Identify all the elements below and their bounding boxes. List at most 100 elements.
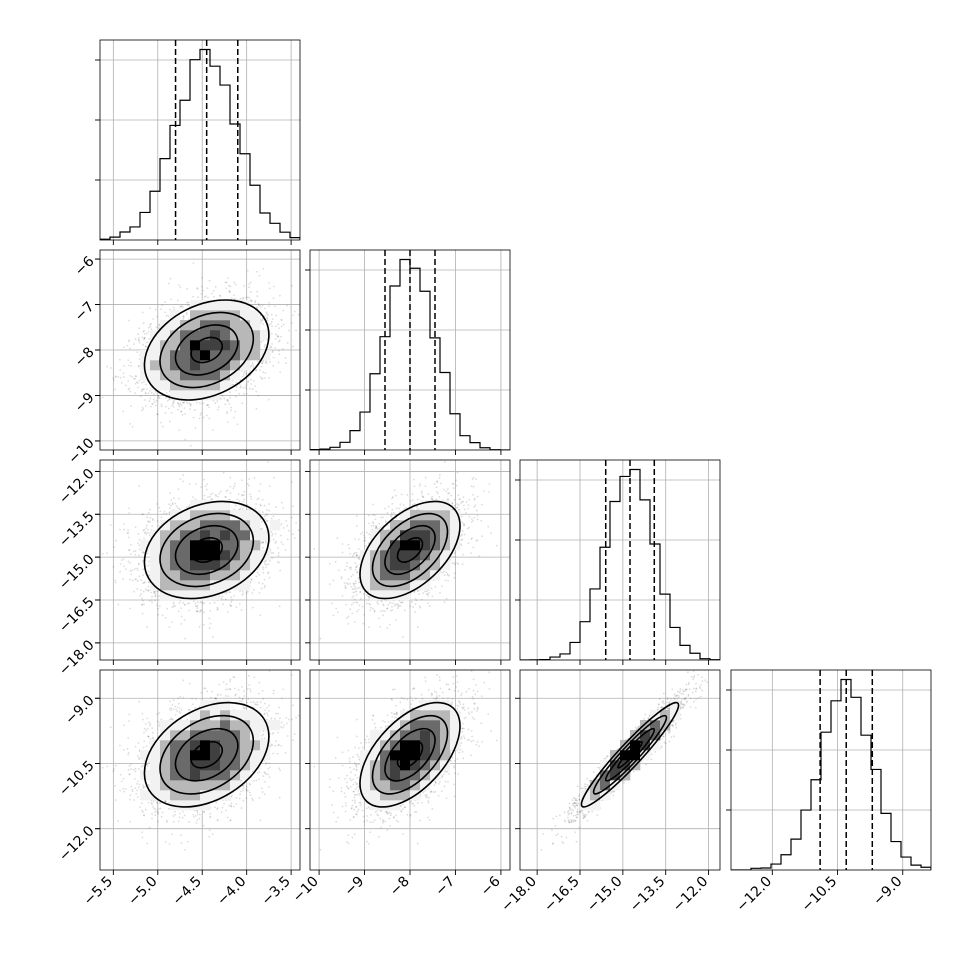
sample-point <box>114 388 116 391</box>
sample-point <box>122 410 125 413</box>
sample-point <box>253 477 256 479</box>
sample-point <box>276 334 279 337</box>
sample-point <box>249 370 252 372</box>
sample-point <box>178 405 181 408</box>
sample-point <box>245 592 248 595</box>
sample-point <box>280 335 282 338</box>
sample-point <box>133 590 136 593</box>
density-cell <box>240 360 251 371</box>
sample-point <box>194 427 197 429</box>
sample-point <box>151 403 153 405</box>
sample-point <box>146 516 148 519</box>
sample-point <box>207 404 209 406</box>
sample-point <box>260 377 263 380</box>
sample-point <box>177 402 180 405</box>
sample-point <box>192 496 194 499</box>
sample-point <box>149 323 151 326</box>
sample-point <box>307 316 309 318</box>
sample-point <box>212 429 214 432</box>
sample-point <box>261 362 264 364</box>
sample-point <box>214 402 217 405</box>
sample-point <box>282 309 285 312</box>
sample-point <box>179 305 181 308</box>
sample-point <box>208 406 210 409</box>
sample-point <box>278 605 281 608</box>
sample-point <box>141 406 144 409</box>
density-panel-1-0 <box>95 249 309 455</box>
sample-point <box>142 322 145 325</box>
sample-point <box>180 304 183 307</box>
sample-point <box>143 380 145 383</box>
sample-point <box>134 392 137 395</box>
sample-point <box>179 286 182 289</box>
sample-point <box>242 374 245 376</box>
density-cell <box>150 380 161 391</box>
sample-point <box>134 375 137 377</box>
sample-point <box>270 313 273 316</box>
sample-point <box>109 524 112 527</box>
sample-point <box>272 356 275 359</box>
sample-point <box>182 317 185 320</box>
sample-point <box>127 560 130 563</box>
sample-point <box>279 294 281 297</box>
sample-point <box>241 402 244 405</box>
sample-point <box>195 401 198 404</box>
sample-point <box>123 376 125 378</box>
sample-point <box>167 314 170 317</box>
sample-point <box>157 395 159 397</box>
sample-point <box>129 347 131 350</box>
sample-point <box>278 327 280 330</box>
sample-point <box>290 322 293 324</box>
sample-point <box>250 300 253 303</box>
sample-point <box>264 377 266 379</box>
sample-point <box>127 388 130 391</box>
sample-point <box>177 610 180 613</box>
sample-point <box>195 605 198 608</box>
sample-point <box>146 552 149 555</box>
sample-point <box>255 368 258 371</box>
sample-point <box>176 299 179 302</box>
sample-point <box>285 362 288 364</box>
sample-point <box>154 594 157 597</box>
density-cell <box>170 370 181 381</box>
sample-point <box>277 361 280 364</box>
sample-point <box>270 332 273 335</box>
sample-point <box>200 293 203 295</box>
sample-point <box>260 341 263 344</box>
sample-point <box>226 412 229 415</box>
sample-point <box>144 345 147 348</box>
sample-point <box>270 346 273 349</box>
density-cell <box>230 370 241 381</box>
sample-point <box>187 301 190 304</box>
sample-point <box>214 285 217 288</box>
sample-point <box>277 335 280 338</box>
sample-point <box>260 365 263 368</box>
sample-point <box>172 497 175 500</box>
sample-point <box>136 381 138 383</box>
sample-point <box>136 351 139 354</box>
sample-point <box>150 323 152 325</box>
sample-point <box>199 402 201 405</box>
sample-point <box>164 311 167 314</box>
sample-point <box>205 414 208 417</box>
sample-point <box>245 372 248 375</box>
sample-point <box>264 343 266 346</box>
sample-point <box>252 379 255 382</box>
density-cell <box>200 330 211 341</box>
sample-point <box>130 573 133 576</box>
sample-point <box>260 541 263 544</box>
density-cell <box>200 320 211 331</box>
sample-point <box>142 343 144 346</box>
sample-point <box>246 482 249 485</box>
density-cell <box>210 310 221 321</box>
density-cell <box>220 350 231 361</box>
sample-point <box>145 527 147 530</box>
sample-point <box>223 397 226 400</box>
sample-point <box>151 601 153 604</box>
sample-point <box>280 318 283 321</box>
sample-point <box>292 314 294 317</box>
sample-point <box>114 376 117 379</box>
sample-point <box>257 304 260 307</box>
sample-point <box>206 404 209 406</box>
sample-point <box>200 412 203 415</box>
